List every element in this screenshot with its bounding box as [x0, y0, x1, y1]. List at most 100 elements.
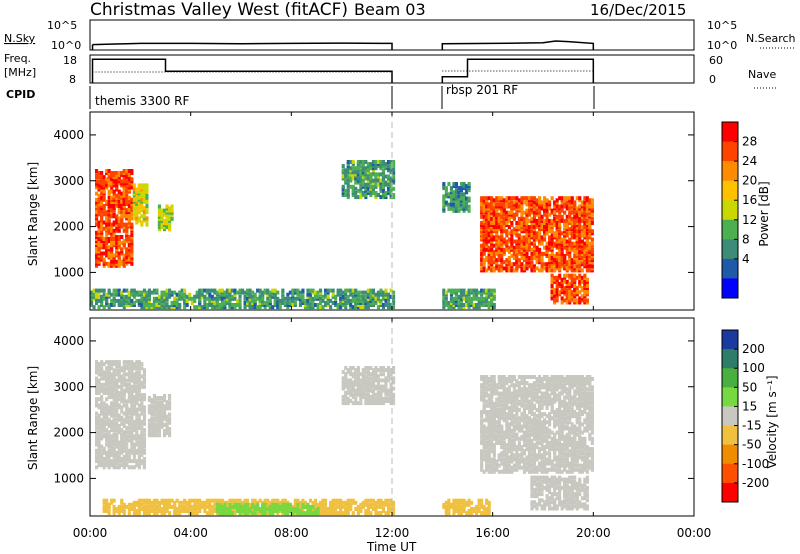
- scatter-cell: [392, 294, 396, 299]
- scatter-cell: [492, 416, 496, 421]
- scatter-cell: [560, 277, 564, 282]
- scatter-cell: [155, 288, 159, 293]
- scatter-cell: [540, 383, 544, 388]
- scatter-cell: [500, 243, 504, 248]
- scatter-cell: [112, 432, 116, 437]
- scatter-cell: [459, 200, 464, 205]
- scatter-cell: [165, 294, 169, 299]
- scatter-cell: [480, 412, 484, 417]
- scatter-cell: [102, 239, 106, 244]
- scatter-cell: [115, 413, 119, 418]
- scatter-cell: [95, 391, 99, 395]
- scatter-cell: [105, 450, 109, 455]
- scatter-cell: [248, 294, 252, 299]
- scatter-cell: [462, 200, 466, 205]
- scatter-cell: [102, 446, 106, 451]
- scatter-cell: [485, 430, 489, 435]
- scatter-cell: [112, 296, 116, 301]
- scatter-cell: [105, 237, 109, 241]
- scatter-cell: [349, 366, 353, 370]
- scatter-cell: [203, 288, 207, 293]
- scatter-cell: [339, 298, 343, 303]
- scatter-cell: [520, 389, 524, 394]
- scatter-cell: [585, 231, 589, 236]
- scatter-cell: [105, 415, 109, 420]
- scatter-cell: [95, 218, 99, 223]
- scatter-cell: [130, 298, 134, 303]
- scatter-cell: [550, 218, 554, 223]
- scatter-cell: [346, 178, 350, 183]
- scatter-cell: [379, 301, 383, 305]
- scatter-cell: [585, 277, 589, 282]
- scatter-cell: [351, 170, 355, 175]
- scatter-cell: [160, 396, 164, 400]
- scatter-cell: [163, 398, 167, 403]
- scatter-cell: [228, 301, 232, 305]
- scatter-cell: [558, 461, 562, 466]
- colorbar-swatch: [722, 258, 738, 279]
- scatter-cell: [527, 204, 532, 209]
- scatter-cell: [384, 303, 388, 307]
- scatter-cell: [100, 171, 104, 175]
- scatter-cell: [553, 275, 557, 280]
- scatter-cell: [374, 296, 378, 301]
- scatter-cell: [512, 385, 516, 390]
- scatter-cell: [110, 255, 114, 260]
- scatter-cell: [137, 434, 141, 439]
- scatter-cell: [130, 397, 134, 402]
- scatter-cell: [535, 424, 539, 429]
- scatter-cell: [500, 233, 504, 238]
- scatter-cell: [573, 290, 577, 295]
- scatter-cell: [160, 400, 164, 405]
- scatter-cell: [452, 182, 456, 186]
- scatter-cell: [145, 183, 149, 188]
- scatter-cell: [538, 379, 542, 384]
- scatter-cell: [97, 237, 101, 241]
- scatter-cell: [553, 410, 557, 414]
- scatter-cell: [163, 414, 167, 419]
- scatter-cell: [117, 374, 121, 379]
- scatter-cell: [163, 298, 167, 303]
- scatter-cell: [95, 239, 99, 244]
- scatter-cell: [117, 218, 121, 223]
- scatter-cell: [308, 305, 313, 310]
- scatter-cell: [97, 259, 101, 264]
- scatter-cell: [502, 393, 506, 398]
- scatter-cell: [492, 303, 496, 307]
- scatter-cell: [379, 372, 383, 377]
- scatter-cell: [130, 430, 134, 435]
- scatter-cell: [517, 457, 521, 462]
- scatter-cell: [497, 453, 501, 458]
- scatter-cell: [135, 413, 139, 418]
- scatter-cell: [565, 218, 569, 223]
- scatter-cell: [137, 206, 141, 211]
- scatter-cell: [253, 294, 257, 299]
- scatter-cell: [100, 177, 104, 182]
- scatter-cell: [490, 216, 494, 221]
- scatter-cell: [127, 199, 131, 204]
- scatter-cell: [532, 216, 537, 221]
- scatter-cell: [125, 173, 129, 178]
- scatter-cell: [163, 210, 167, 215]
- scatter-cell: [228, 292, 232, 297]
- scatter-cell: [490, 247, 494, 252]
- scatter-cell: [100, 288, 104, 293]
- scatter-cell: [160, 214, 164, 219]
- scatter-cell: [112, 288, 116, 293]
- scatter-cell: [366, 162, 370, 167]
- scatter-cell: [545, 231, 549, 236]
- scatter-cell: [376, 374, 381, 379]
- scatter-cell: [376, 378, 381, 383]
- scatter-cell: [354, 374, 358, 379]
- scatter-cell: [505, 229, 509, 234]
- scatter-cell: [530, 221, 534, 225]
- scatter-cell: [492, 457, 496, 462]
- scatter-cell: [457, 194, 461, 199]
- scatter-cell: [502, 387, 506, 392]
- scatter-cell: [522, 465, 527, 470]
- scatter-cell: [583, 300, 587, 305]
- scatter-cell: [122, 195, 126, 200]
- scatter-cell: [127, 259, 131, 264]
- scatter-cell: [117, 255, 121, 260]
- scatter-cell: [525, 245, 529, 250]
